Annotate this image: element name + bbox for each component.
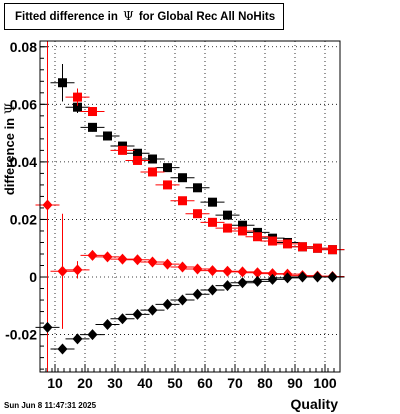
data-point-diamond [42, 321, 53, 333]
data-point-square [313, 243, 322, 253]
data-point-diamond [117, 313, 128, 325]
data-point-diamond [102, 251, 113, 263]
data-point-square [208, 217, 217, 227]
chart-title-prefix: Fitted difference in [15, 11, 118, 23]
data-point-diamond [207, 284, 218, 296]
plot-frame [39, 40, 341, 373]
data-point-diamond [132, 308, 143, 320]
data-point-diamond [237, 266, 248, 278]
data-point-square [208, 197, 217, 207]
data-point-diamond [147, 304, 158, 316]
x-tick-label: 30 [107, 375, 123, 391]
data-point-diamond [237, 277, 248, 289]
y-tick-label: -0.02 [5, 327, 37, 343]
x-tick-label: 10 [47, 375, 63, 391]
chart-title-suffix: for Global Rec All NoHits [138, 11, 276, 23]
chart-title: Fitted difference in Ψ for Global Rec Al… [4, 3, 284, 30]
data-point-diamond [282, 272, 293, 284]
data-point-square [193, 183, 202, 193]
data-point-diamond [252, 267, 263, 279]
data-point-square [148, 167, 157, 177]
data-point-square [283, 239, 292, 249]
data-point-square [178, 196, 187, 206]
data-point-square [268, 236, 277, 246]
x-tick-label: 40 [137, 375, 153, 391]
x-tick-label: 70 [227, 375, 243, 391]
data-point-square [103, 131, 112, 141]
data-point-diamond [177, 294, 188, 306]
data-point-square [193, 209, 202, 219]
data-point-diamond [102, 319, 113, 331]
data-point-diamond [72, 264, 83, 276]
data-point-diamond [57, 343, 68, 355]
y-tick-label: 0.04 [10, 154, 37, 170]
x-tick-label: 80 [257, 375, 273, 391]
data-point-diamond [147, 256, 158, 268]
y-tick-label: 0.02 [10, 211, 37, 227]
data-point-diamond [192, 263, 203, 275]
data-point-diamond [87, 249, 98, 261]
data-point-diamond [162, 298, 173, 310]
data-point-square [238, 220, 247, 230]
data-point-diamond [72, 333, 83, 345]
x-tick-label: 60 [197, 375, 213, 391]
y-tick-label: 0.06 [10, 96, 37, 112]
data-point-square [58, 78, 67, 88]
data-point-square [88, 107, 97, 117]
data-point-square [148, 154, 157, 164]
data-point-square [238, 226, 247, 236]
data-point-diamond [267, 273, 278, 285]
data-point-diamond [87, 329, 98, 341]
data-point-diamond [252, 275, 263, 287]
data-point-diamond [222, 265, 233, 277]
data-point-square [73, 102, 82, 112]
plot-frame-bg [40, 41, 340, 372]
data-point-diamond [117, 253, 128, 265]
data-point-diamond [132, 254, 143, 266]
data-point-diamond [267, 268, 278, 280]
data-point-square [328, 245, 337, 255]
data-point-diamond [192, 288, 203, 300]
timestamp: Sun Jun 8 11:47:31 2025 [4, 401, 97, 410]
data-point-diamond [42, 199, 53, 211]
data-point-diamond [222, 280, 233, 292]
y-tick-label: 0 [29, 269, 37, 285]
data-point-square [163, 180, 172, 190]
data-point-square [118, 145, 127, 155]
x-tick-label: 90 [287, 375, 303, 391]
data-point-square [178, 173, 187, 183]
data-point-square [73, 92, 82, 102]
data-point-square [133, 155, 142, 165]
data-point-square [133, 148, 142, 158]
x-tick-label: 20 [77, 375, 93, 391]
x-tick-label: 50 [167, 375, 183, 391]
data-point-square [163, 163, 172, 173]
data-point-diamond [57, 265, 68, 277]
data-point-diamond [177, 261, 188, 273]
data-point-square [88, 122, 97, 132]
data-point-square [223, 223, 232, 233]
data-point-square [223, 210, 232, 220]
y-tick-label: 0.08 [10, 39, 37, 55]
chart-title-symbol: Ψ [123, 9, 134, 23]
data-point-diamond [297, 271, 308, 283]
data-point-square [253, 232, 262, 242]
data-point-diamond [327, 271, 338, 283]
data-point-diamond [207, 265, 218, 277]
x-axis-label: Quality [290, 396, 338, 412]
data-point-square [298, 242, 307, 252]
data-point-diamond [162, 258, 173, 270]
x-tick-label: 100 [313, 375, 337, 391]
data-point-diamond [312, 271, 323, 283]
